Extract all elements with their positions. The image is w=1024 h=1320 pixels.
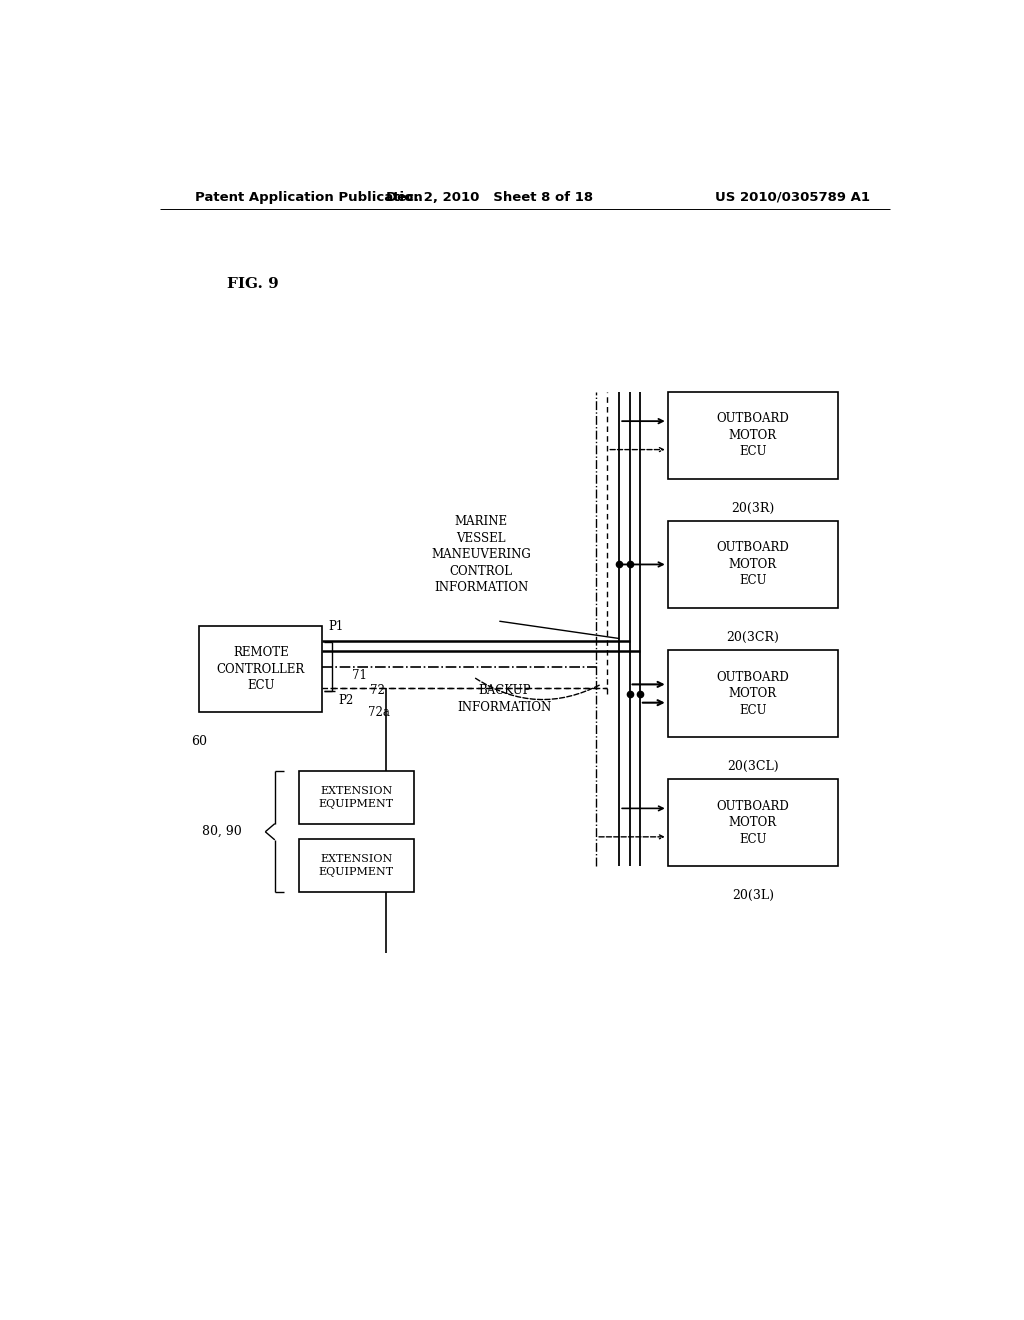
Text: 72a: 72a [368,706,389,719]
FancyBboxPatch shape [668,521,839,607]
Text: 60: 60 [191,735,208,747]
Text: FIG. 9: FIG. 9 [227,277,279,292]
Text: EXTENSION
EQUIPMENT: EXTENSION EQUIPMENT [318,854,393,878]
FancyBboxPatch shape [668,651,839,737]
Text: BACKUP
INFORMATION: BACKUP INFORMATION [458,684,552,714]
FancyBboxPatch shape [668,779,839,866]
FancyBboxPatch shape [200,626,323,713]
Text: OUTBOARD
MOTOR
ECU: OUTBOARD MOTOR ECU [717,412,790,458]
Text: P1: P1 [328,620,343,634]
Text: MARINE
VESSEL
MANEUVERING
CONTROL
INFORMATION: MARINE VESSEL MANEUVERING CONTROL INFORM… [431,515,531,594]
Text: 20(3CL): 20(3CL) [727,760,779,774]
Text: 71: 71 [352,669,367,682]
Text: 20(3L): 20(3L) [732,890,774,902]
FancyBboxPatch shape [299,840,414,892]
Text: 72: 72 [370,684,385,697]
Text: REMOTE
CONTROLLER
ECU: REMOTE CONTROLLER ECU [217,647,305,692]
Text: 80, 90: 80, 90 [202,825,242,838]
Text: EXTENSION
EQUIPMENT: EXTENSION EQUIPMENT [318,787,393,809]
Text: Dec. 2, 2010   Sheet 8 of 18: Dec. 2, 2010 Sheet 8 of 18 [385,190,593,203]
Text: Patent Application Publication: Patent Application Publication [196,190,423,203]
Text: 20(3R): 20(3R) [731,502,774,515]
Text: OUTBOARD
MOTOR
ECU: OUTBOARD MOTOR ECU [717,800,790,846]
FancyBboxPatch shape [299,771,414,824]
Text: OUTBOARD
MOTOR
ECU: OUTBOARD MOTOR ECU [717,541,790,587]
Text: US 2010/0305789 A1: US 2010/0305789 A1 [715,190,870,203]
Text: P2: P2 [338,694,353,706]
Text: OUTBOARD
MOTOR
ECU: OUTBOARD MOTOR ECU [717,671,790,717]
FancyBboxPatch shape [668,392,839,479]
Text: 20(3CR): 20(3CR) [726,631,779,644]
